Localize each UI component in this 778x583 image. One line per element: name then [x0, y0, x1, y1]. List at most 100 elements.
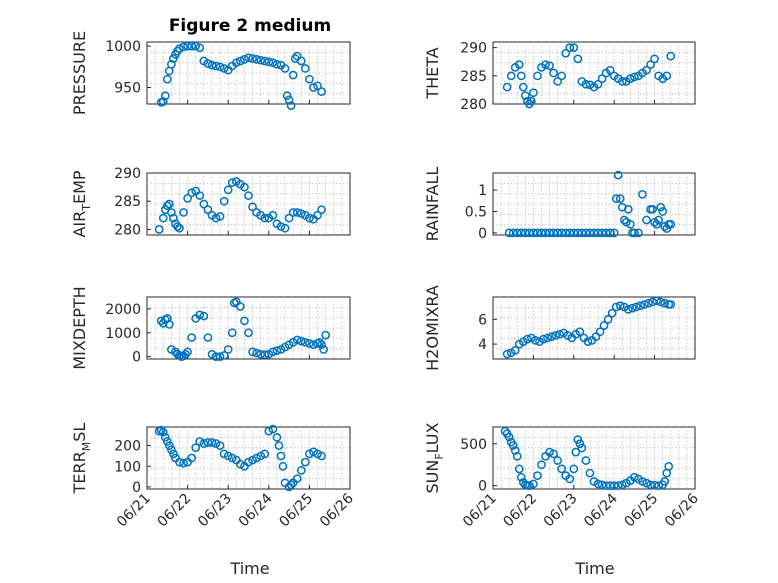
data-point [219, 351, 229, 360]
data-point [581, 228, 591, 238]
data-point [553, 228, 562, 238]
data-point [278, 461, 288, 471]
y-tick-label: 200 [114, 439, 141, 455]
data-point [525, 228, 534, 238]
data-point [309, 83, 318, 92]
y-tick-label: 6 [478, 312, 487, 328]
data-point [541, 60, 550, 69]
data-point [215, 441, 225, 450]
data-point [284, 213, 294, 223]
data-point [260, 213, 270, 223]
y-tick-label: 100 [114, 459, 141, 475]
data-point [605, 481, 615, 490]
data-point [565, 43, 575, 52]
subplot-0: 950 1000 PRESSURE [70, 31, 351, 115]
subplot-4: 0 1000 2000 MIXDEPTH [70, 286, 351, 370]
data-point [288, 70, 298, 80]
data-point [268, 210, 278, 220]
data-point [169, 449, 178, 459]
data-point [276, 222, 286, 231]
data-point [553, 456, 562, 465]
data-point [248, 202, 257, 212]
data-point [183, 194, 192, 203]
data-point [549, 228, 558, 238]
data-point [533, 471, 542, 480]
data-point [597, 480, 607, 490]
data-point [630, 228, 639, 238]
data-point [260, 350, 270, 360]
data-point [223, 345, 233, 354]
y-axis-label: AIRTEMP [70, 170, 93, 237]
data-point [175, 223, 184, 233]
data-point [666, 300, 676, 309]
data-point [256, 349, 266, 359]
data-point [296, 466, 306, 475]
data-point [569, 464, 579, 474]
data-point [573, 435, 583, 444]
data-point [179, 458, 188, 468]
x-axis-label-left: Time [229, 559, 269, 578]
data-point [211, 213, 221, 223]
x-tick-label: 06/25 [622, 491, 662, 531]
data-point [561, 48, 571, 58]
data-point [268, 58, 278, 68]
data-point [223, 185, 233, 195]
data-point [160, 91, 170, 101]
data-point [167, 59, 176, 69]
data-point [516, 472, 526, 482]
data-point [573, 54, 583, 64]
data-point [276, 451, 286, 461]
x-tick-label: 06/26 [662, 490, 702, 530]
data-point [162, 437, 172, 446]
data-point [527, 96, 536, 106]
data-point [605, 228, 615, 238]
data-point [607, 308, 617, 318]
data-point [292, 335, 302, 345]
y-axis-label: MIXDEPTH [70, 286, 89, 369]
data-point [219, 64, 229, 73]
data-point [537, 228, 546, 238]
data-point [195, 310, 205, 320]
data-point [296, 336, 306, 346]
data-point [666, 219, 676, 229]
data-point [187, 188, 197, 198]
data-point [632, 302, 641, 312]
data-point [195, 191, 205, 200]
y-axis-label: SUNFLUX [423, 422, 446, 493]
data-point [510, 345, 520, 355]
data-point [613, 170, 623, 180]
data-point [272, 59, 282, 69]
data-point [658, 207, 668, 216]
data-point [617, 77, 627, 86]
data-point [549, 68, 558, 78]
x-tick-label: 06/25 [276, 491, 316, 531]
data-point [630, 72, 639, 82]
x-tick-label: 06/26 [317, 490, 357, 530]
data-point [516, 71, 526, 81]
data-point [541, 228, 550, 238]
data-point [518, 82, 528, 92]
data-point [617, 480, 627, 490]
y-axis-label: THETA [423, 47, 442, 99]
data-point [215, 352, 225, 361]
data-point [506, 71, 516, 81]
data-point [520, 228, 530, 238]
data-point [203, 438, 213, 447]
data-point [650, 54, 659, 64]
data-point [656, 297, 666, 307]
data-point [272, 346, 282, 356]
data-point [654, 215, 663, 225]
data-point [545, 447, 554, 457]
data-point [162, 201, 172, 211]
data-point [195, 43, 205, 53]
x-tick-label: 06/21 [460, 491, 500, 531]
data-point [611, 194, 621, 204]
data-point [300, 337, 310, 347]
data-point [315, 337, 324, 347]
data-point [626, 219, 635, 229]
data-point [305, 213, 314, 223]
data-point [533, 228, 542, 238]
data-point [553, 77, 562, 86]
data-point [167, 208, 176, 217]
data-point [244, 53, 253, 63]
